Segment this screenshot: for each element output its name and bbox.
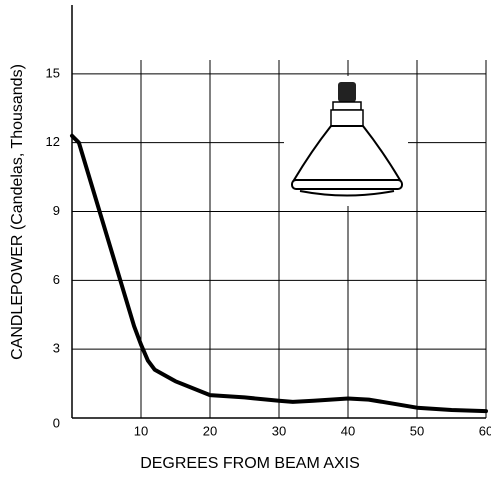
- x-tick-label: 50: [410, 423, 424, 438]
- x-tick-label: 10: [134, 423, 148, 438]
- x-tick-label: 30: [272, 423, 286, 438]
- y-tick-label: 0: [53, 415, 60, 430]
- x-axis-title: DEGREES FROM BEAM AXIS: [140, 455, 360, 472]
- y-tick-label: 6: [53, 272, 60, 287]
- bulb-icon: [284, 76, 408, 206]
- data-line: [70, 133, 488, 414]
- y-tick-label: 12: [46, 134, 60, 149]
- x-tick-label: 40: [341, 423, 355, 438]
- y-tick-label: 15: [46, 65, 60, 80]
- y-axis-title: CANDLEPOWER (Candelas, Thousands): [9, 64, 26, 360]
- y-tick-label: 3: [53, 341, 60, 356]
- x-tick-label: 60: [479, 423, 491, 438]
- y-tick-label: 9: [53, 203, 60, 218]
- x-tick-label: 20: [203, 423, 217, 438]
